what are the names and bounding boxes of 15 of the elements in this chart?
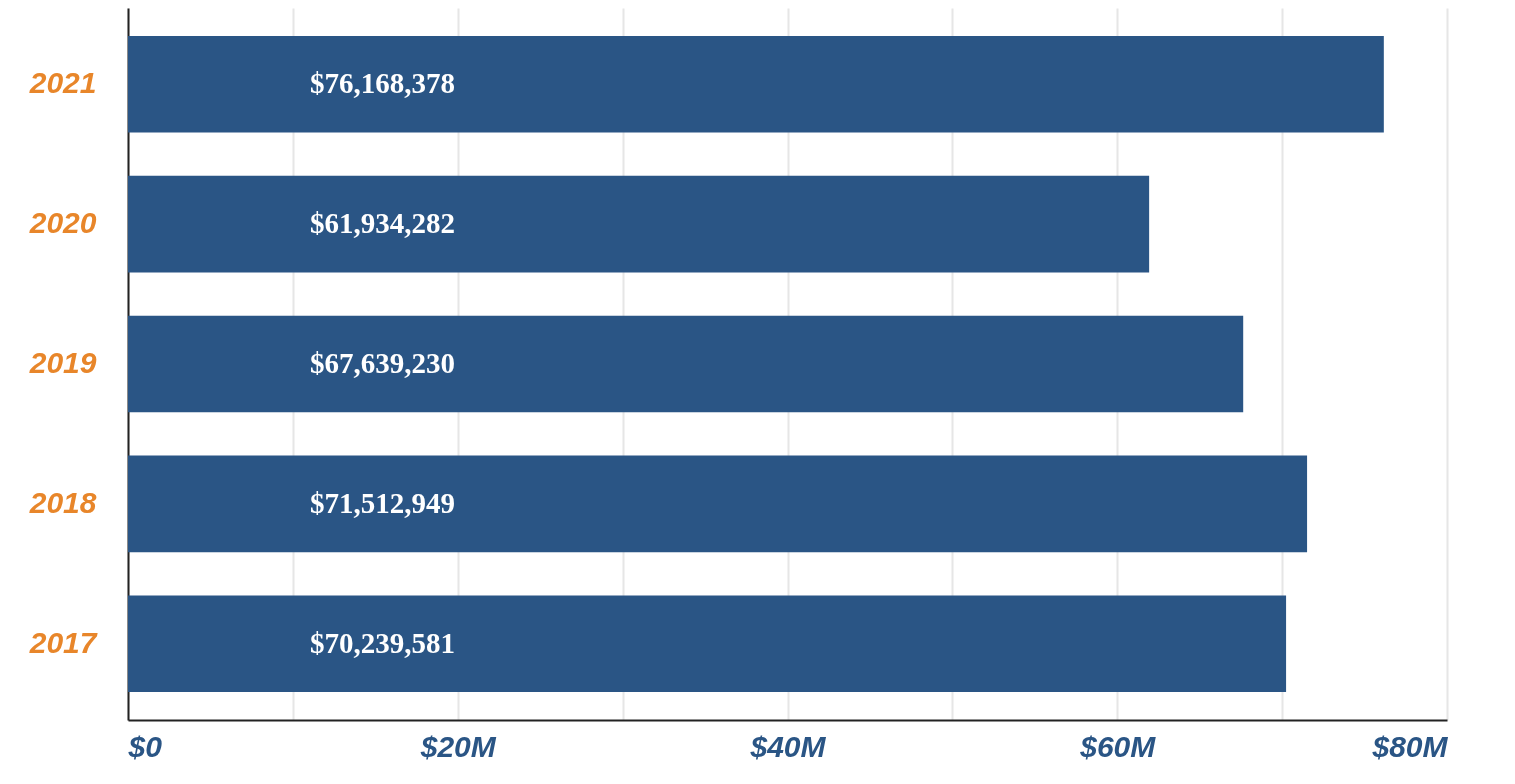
data-label: $70,239,581 xyxy=(310,626,455,659)
data-label: $61,934,282 xyxy=(310,207,455,240)
data-label: $76,168,378 xyxy=(310,67,455,100)
x-tick-label: $0 xyxy=(127,729,163,763)
y-tick-label: 2019 xyxy=(28,346,97,379)
x-tick-label: $20M xyxy=(419,729,497,763)
y-tick-label: 2020 xyxy=(28,206,97,240)
y-tick-label: 2021 xyxy=(28,66,97,100)
data-label: $67,639,230 xyxy=(310,347,455,379)
x-tick-label: $80M xyxy=(1371,729,1449,763)
x-tick-label: $40M xyxy=(749,729,827,763)
y-tick-label: 2018 xyxy=(28,485,97,519)
x-tick-label: $60M xyxy=(1079,729,1157,763)
data-label: $71,512,949 xyxy=(310,486,455,519)
y-tick-label: 2017 xyxy=(28,625,98,659)
